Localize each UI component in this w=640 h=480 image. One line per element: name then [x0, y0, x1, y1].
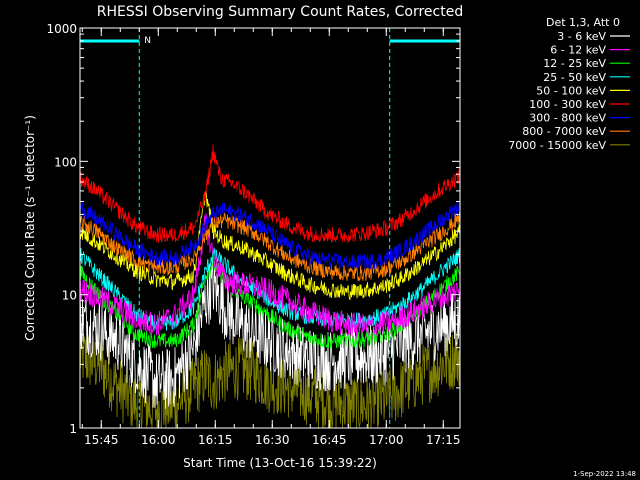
legend-label: 50 - 100 keV [536, 84, 606, 97]
legend-label: 25 - 50 keV [543, 71, 606, 84]
x-tick-label: 16:30 [255, 433, 290, 447]
legend-label: 3 - 6 keV [557, 30, 606, 43]
legend-label: 300 - 800 keV [529, 112, 606, 125]
series-lines [79, 144, 461, 429]
y-tick-label: 1 [69, 422, 77, 436]
legend-title: Det 1,3, Att 0 [546, 16, 620, 29]
axis-ticks: 15:45 16:00 16:15 16:30 16:45 17:00 17:15 1 10 10… [46, 22, 460, 447]
series-line [79, 144, 461, 243]
x-tick-label: 17:15 [426, 433, 461, 447]
series-line [79, 258, 461, 409]
x-tick-label: 15:45 [84, 433, 119, 447]
y-tick-label: 10 [62, 289, 77, 303]
x-tick-label: 17:00 [369, 433, 404, 447]
x-tick-label: 16:45 [312, 433, 347, 447]
night-markers: N [80, 28, 460, 428]
chart-title: RHESSI Observing Summary Count Rates, Co… [97, 4, 463, 20]
x-axis-label: Start Time (13-Oct-16 15:39:22) [183, 456, 377, 470]
legend-label: 6 - 12 keV [550, 44, 606, 57]
y-axis-label: Corrected Count Rate (s⁻¹ detector⁻¹) [23, 115, 37, 341]
legend-label: 800 - 7000 keV [522, 125, 606, 138]
night-flag-label: N [144, 36, 151, 46]
y-tick-label: 100 [54, 155, 77, 169]
series-line [79, 211, 461, 281]
legend-label: 100 - 300 keV [529, 98, 606, 111]
plot-frame [79, 27, 461, 429]
series-line [79, 200, 461, 271]
series-line [79, 212, 461, 338]
legend-label: 7000 - 15000 keV [508, 139, 606, 152]
series-line [79, 190, 461, 301]
footer-timestamp: 1-Sep-2022 13:48 [573, 470, 636, 478]
y-tick-label: 1000 [46, 22, 77, 36]
x-tick-label: 16:15 [198, 433, 233, 447]
legend: Det 1,3, Att 0 [546, 16, 620, 29]
x-tick-label: 16:00 [141, 433, 176, 447]
legend-label: 12 - 25 keV [543, 57, 606, 70]
